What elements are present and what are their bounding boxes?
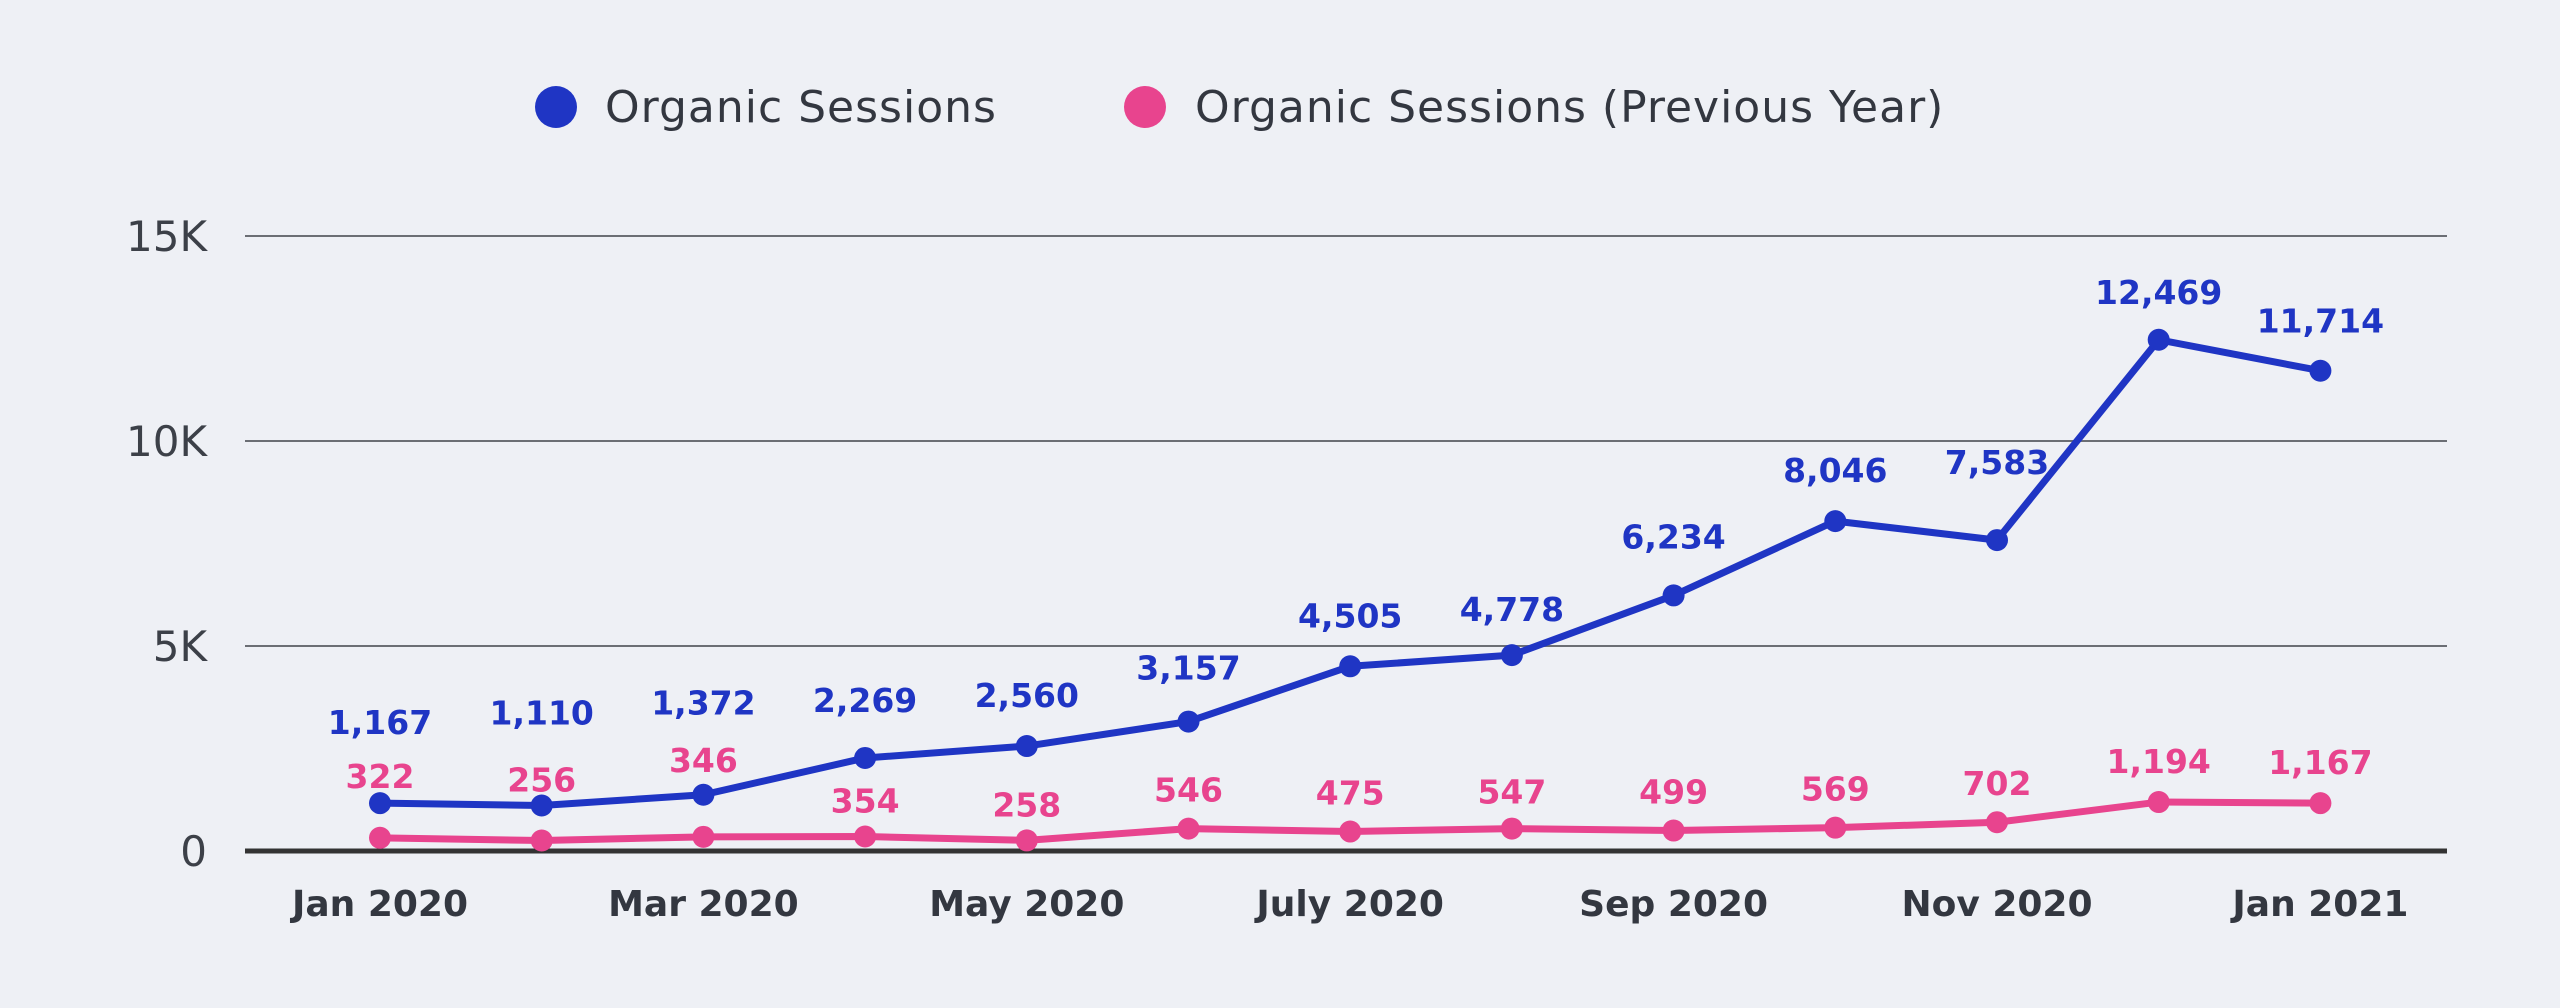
- series-organic-sessions-previous-year: 322 256 346 354 258 546 475 547 499 569 702 1,194 1,…: [346, 741, 2373, 852]
- legend-marker: [1124, 86, 1166, 128]
- data-point: [530, 829, 553, 852]
- x-axis: Jan 2020 Mar 2020 May 2020 July 2020 Sep 202…: [289, 884, 2408, 925]
- legend-label: Organic Sessions (Previous Year): [1195, 82, 1944, 133]
- legend-item: Organic Sessions: [535, 82, 997, 133]
- data-label: 547: [1477, 773, 1546, 812]
- data-point: [1339, 820, 1362, 843]
- legend-label: Organic Sessions: [605, 82, 997, 133]
- data-point: [1986, 811, 2008, 834]
- data-label: 1,167: [328, 703, 432, 742]
- data-label: 546: [1154, 771, 1223, 810]
- x-tick-label: Nov 2020: [1901, 884, 2092, 925]
- data-point: [1824, 510, 1847, 533]
- y-tick-label: 0: [180, 827, 207, 876]
- y-tick-label: 5K: [153, 622, 209, 671]
- data-label: 2,269: [813, 681, 917, 720]
- x-tick-label: July 2020: [1253, 884, 1444, 925]
- y-axis: 0 5K 10K 15K: [126, 212, 208, 876]
- x-tick-label: Mar 2020: [608, 884, 799, 925]
- data-point: [1015, 735, 1038, 758]
- data-label: 258: [992, 785, 1061, 824]
- data-label: 12,469: [2095, 273, 2222, 312]
- data-point: [692, 783, 715, 806]
- legend-item: Organic Sessions (Previous Year): [1124, 82, 1944, 133]
- data-label: 3,157: [1136, 649, 1240, 688]
- gridlines: [245, 235, 2447, 854]
- data-label: 569: [1801, 770, 1870, 809]
- series-organic-sessions: 1,167 1,110 1,372 2,269 2,560 3,157 4,505 4,778…: [328, 273, 2384, 817]
- data-point: [1177, 710, 1200, 733]
- y-tick-label: 15K: [126, 212, 208, 261]
- data-point: [1662, 584, 1685, 607]
- x-tick-label: Sep 2020: [1579, 884, 1768, 925]
- data-point: [1015, 829, 1038, 852]
- data-label: 475: [1316, 774, 1385, 813]
- data-point: [1500, 644, 1523, 667]
- data-label: 11,714: [2257, 302, 2384, 341]
- data-label: 346: [669, 741, 738, 780]
- data-point: [2309, 792, 2332, 815]
- data-label: 256: [507, 761, 576, 800]
- data-label: 1,167: [2268, 743, 2372, 782]
- data-label: 8,046: [1783, 451, 1887, 490]
- data-point: [2147, 791, 2170, 814]
- x-tick-label: Jan 2020: [289, 884, 468, 925]
- data-point: [1500, 817, 1523, 840]
- data-point: [2309, 359, 2332, 382]
- data-label: 2,560: [975, 676, 1079, 715]
- y-tick-label: 10K: [126, 417, 208, 466]
- data-point: [854, 825, 877, 848]
- data-point: [1339, 655, 1362, 678]
- data-label: 4,505: [1298, 596, 1402, 635]
- data-label: 1,194: [2107, 742, 2211, 781]
- data-point: [1177, 817, 1200, 840]
- data-label: 1,372: [651, 684, 755, 723]
- series-line: [376, 336, 2324, 809]
- data-label: 6,234: [1621, 517, 1725, 556]
- data-point: [1824, 816, 1847, 839]
- data-point: [369, 792, 391, 815]
- data-label: 499: [1639, 773, 1708, 812]
- data-point: [2147, 328, 2170, 351]
- data-point: [530, 794, 553, 817]
- data-label: 1,110: [490, 693, 594, 732]
- chart-legend: Organic Sessions Organic Sessions (Previo…: [535, 82, 1944, 133]
- data-point: [854, 746, 877, 769]
- data-label: 7,583: [1945, 443, 2049, 482]
- x-tick-label: May 2020: [929, 884, 1124, 925]
- data-label: 702: [1963, 764, 2032, 803]
- data-label: 4,778: [1460, 590, 1564, 629]
- legend-marker: [535, 86, 577, 128]
- data-label: 354: [831, 781, 900, 820]
- x-tick-label: Jan 2021: [2229, 884, 2408, 925]
- data-point: [1986, 529, 2008, 552]
- data-label: 322: [346, 757, 415, 796]
- series-layer: 1,167 1,110 1,372 2,269 2,560 3,157 4,505 4,778…: [328, 273, 2384, 852]
- data-point: [1662, 819, 1685, 842]
- data-point: [692, 825, 715, 848]
- data-point: [369, 826, 391, 849]
